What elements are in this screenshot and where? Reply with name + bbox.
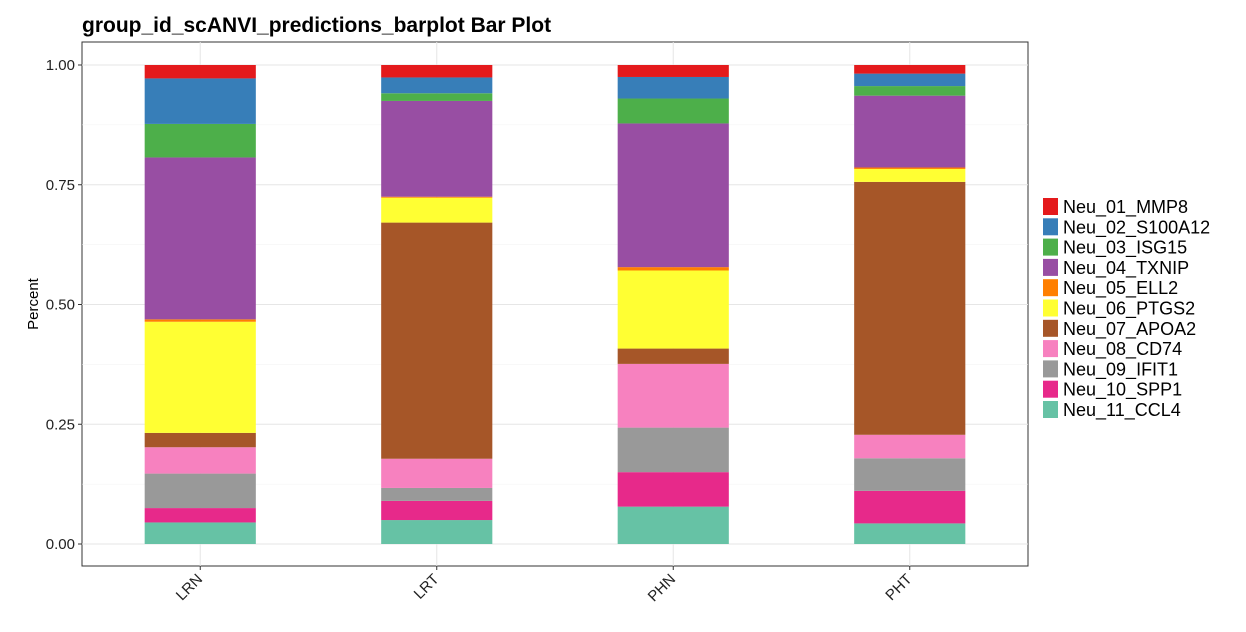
legend-label-Neu_11_CCL4: Neu_11_CCL4 bbox=[1063, 400, 1181, 421]
bar-segment-LRN-Neu_08_CD74 bbox=[144, 447, 256, 474]
x-tick-label-LRT: LRT bbox=[411, 571, 443, 603]
y-tick-label: 1.00 bbox=[46, 57, 75, 74]
bar-segment-PHN-Neu_09_IFIT1 bbox=[617, 427, 729, 473]
bar-segment-LRT-Neu_08_CD74 bbox=[381, 458, 493, 488]
y-axis: 0.00 0.25 0.50 0.75 1.00 bbox=[46, 57, 82, 553]
bar-segment-PHN-Neu_10_SPP1 bbox=[617, 472, 729, 507]
legend-swatch-Neu_06_PTGS2 bbox=[1043, 299, 1058, 317]
bar-segment-LRT-Neu_02_S100A12 bbox=[381, 77, 493, 94]
legend-swatch-Neu_03_ISG15 bbox=[1043, 238, 1058, 256]
bar-segment-PHT-Neu_04_TXNIP bbox=[854, 95, 966, 168]
y-tick-label: 0.50 bbox=[46, 297, 75, 314]
bar-segment-PHT-Neu_07_APOA2 bbox=[854, 181, 966, 435]
legend-swatch-Neu_11_CCL4 bbox=[1043, 401, 1058, 418]
y-tick-label: 0.25 bbox=[46, 416, 75, 433]
legend-label-Neu_05_ELL2: Neu_05_ELL2 bbox=[1063, 278, 1178, 299]
legend-label-Neu_10_SPP1: Neu_10_SPP1 bbox=[1063, 380, 1182, 401]
legend-label-Neu_09_IFIT1: Neu_09_IFIT1 bbox=[1063, 359, 1178, 380]
bar-segment-LRT-Neu_04_TXNIP bbox=[381, 100, 493, 197]
legend-swatch-Neu_05_ELL2 bbox=[1043, 279, 1058, 297]
bar-segment-LRN-Neu_07_APOA2 bbox=[144, 432, 256, 448]
bar-segment-LRT-Neu_01_MMP8 bbox=[381, 65, 493, 78]
chart-title: group_id_scANVI_predictions_barplot Bar … bbox=[82, 14, 551, 37]
legend-swatch-Neu_02_S100A12 bbox=[1043, 218, 1058, 236]
y-tick-label: 0.75 bbox=[46, 177, 75, 194]
bar-segment-PHT-Neu_02_S100A12 bbox=[854, 73, 966, 87]
legend-swatch-Neu_08_CD74 bbox=[1043, 340, 1058, 358]
bar-segment-LRT-Neu_07_APOA2 bbox=[381, 222, 493, 459]
bar-segment-LRT-Neu_03_ISG15 bbox=[381, 93, 493, 101]
y-tick-label: 0.00 bbox=[46, 536, 75, 553]
bar-segment-PHN-Neu_03_ISG15 bbox=[617, 98, 729, 124]
bar-segment-LRN-Neu_09_IFIT1 bbox=[144, 473, 256, 509]
bar-segment-PHT-Neu_06_PTGS2 bbox=[854, 168, 966, 182]
bar-segment-PHT-Neu_03_ISG15 bbox=[854, 86, 966, 96]
bar-segment-PHN-Neu_04_TXNIP bbox=[617, 123, 729, 268]
legend-swatch-Neu_01_MMP8 bbox=[1043, 198, 1058, 215]
legend-label-Neu_02_S100A12: Neu_02_S100A12 bbox=[1063, 217, 1210, 238]
legend-swatch-Neu_09_IFIT1 bbox=[1043, 360, 1058, 378]
legend-label-Neu_08_CD74: Neu_08_CD74 bbox=[1063, 339, 1182, 360]
bar-segment-LRT-Neu_06_PTGS2 bbox=[381, 197, 493, 223]
bar-segment-PHT-Neu_11_CCL4 bbox=[854, 523, 966, 544]
bars-group bbox=[144, 65, 966, 544]
legend-label-Neu_03_ISG15: Neu_03_ISG15 bbox=[1063, 238, 1187, 259]
bar-segment-LRN-Neu_01_MMP8 bbox=[144, 65, 256, 79]
bar-segment-PHT-Neu_09_IFIT1 bbox=[854, 458, 966, 491]
legend-label-Neu_06_PTGS2: Neu_06_PTGS2 bbox=[1063, 299, 1195, 320]
bar-segment-LRN-Neu_06_PTGS2 bbox=[144, 321, 256, 433]
bar-segment-PHN-Neu_11_CCL4 bbox=[617, 506, 729, 544]
bar-segment-PHN-Neu_08_CD74 bbox=[617, 363, 729, 428]
bar-segment-LRN-Neu_04_TXNIP bbox=[144, 157, 256, 320]
legend-label-Neu_04_TXNIP: Neu_04_TXNIP bbox=[1063, 258, 1189, 279]
bar-segment-PHN-Neu_07_APOA2 bbox=[617, 348, 729, 364]
bar-segment-LRN-Neu_03_ISG15 bbox=[144, 123, 256, 158]
bar-segment-LRN-Neu_11_CCL4 bbox=[144, 522, 256, 544]
bar-segment-PHT-Neu_05_ELL2 bbox=[854, 167, 966, 169]
legend-swatch-Neu_04_TXNIP bbox=[1043, 258, 1058, 276]
bar-segment-LRT-Neu_09_IFIT1 bbox=[381, 487, 493, 501]
bar-segment-PHN-Neu_02_S100A12 bbox=[617, 76, 729, 99]
bar-segment-PHT-Neu_08_CD74 bbox=[854, 434, 966, 459]
x-tick-label-PHN: PHN bbox=[645, 571, 679, 605]
bar-segment-PHN-Neu_05_ELL2 bbox=[617, 267, 729, 271]
bar-segment-LRT-Neu_11_CCL4 bbox=[381, 520, 493, 544]
bar-segment-LRT-Neu_10_SPP1 bbox=[381, 500, 493, 521]
bar-segment-LRN-Neu_05_ELL2 bbox=[144, 319, 256, 322]
x-tick-label-PHT: PHT bbox=[882, 571, 915, 604]
bar-segment-LRN-Neu_02_S100A12 bbox=[144, 78, 256, 124]
bar-segment-PHN-Neu_01_MMP8 bbox=[617, 65, 729, 77]
bar-segment-LRN-Neu_10_SPP1 bbox=[144, 508, 256, 523]
y-axis-label: Percent bbox=[25, 277, 42, 330]
x-tick-label-LRN: LRN bbox=[173, 571, 206, 604]
legend: Neu_01_MMP8Neu_02_S100A12Neu_03_ISG15Neu… bbox=[1043, 197, 1210, 421]
bar-segment-PHN-Neu_06_PTGS2 bbox=[617, 270, 729, 349]
legend-label-Neu_07_APOA2: Neu_07_APOA2 bbox=[1063, 319, 1196, 340]
legend-swatch-Neu_07_APOA2 bbox=[1043, 319, 1058, 337]
bar-segment-PHT-Neu_01_MMP8 bbox=[854, 65, 966, 74]
legend-label-Neu_01_MMP8: Neu_01_MMP8 bbox=[1063, 197, 1188, 218]
legend-swatch-Neu_10_SPP1 bbox=[1043, 380, 1058, 398]
bar-segment-LRT-Neu_05_ELL2 bbox=[381, 196, 493, 198]
bar-segment-PHT-Neu_10_SPP1 bbox=[854, 490, 966, 524]
x-axis: LRN LRT PHN PHT bbox=[173, 566, 916, 605]
